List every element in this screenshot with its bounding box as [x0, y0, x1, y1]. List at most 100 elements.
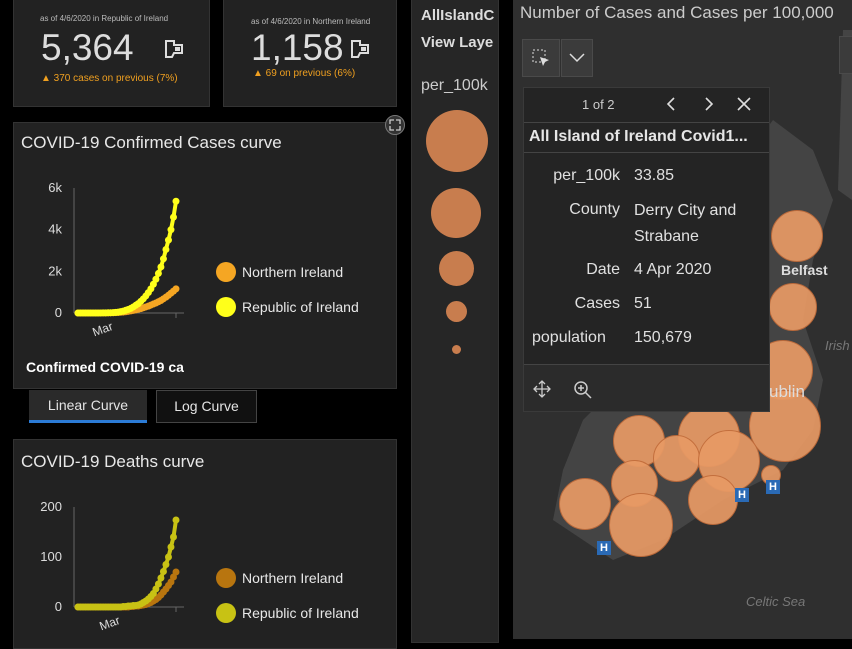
legend-label: Republic of Ireland	[242, 299, 359, 315]
y-tick-label: 200	[40, 499, 62, 514]
popup-field-key: County	[569, 201, 620, 218]
popup-field-value: 33.85	[634, 167, 675, 184]
y-tick-label: 6k	[48, 180, 62, 195]
y-tick-label: 100	[40, 549, 62, 564]
map-label-dublin: ublin	[769, 382, 805, 401]
map-case-circle[interactable]	[559, 478, 611, 530]
ni-stat-delta: ▲ 69 on previous (6%)	[253, 68, 356, 79]
hospital-icon[interactable]: H	[766, 480, 780, 494]
legend-label: Northern Ireland	[242, 570, 344, 586]
hospital-icon[interactable]: H	[597, 541, 611, 555]
map-label-belfast: Belfast	[781, 262, 828, 278]
view-layer-link[interactable]: View Laye	[421, 34, 494, 51]
data-point	[167, 543, 175, 551]
data-point	[167, 226, 175, 234]
cases-curve-title: COVID-19 Confirmed Cases curve	[21, 133, 282, 152]
roi-stat-caption: as of 4/6/2020 in Republic of Ireland	[40, 14, 169, 23]
layer-legend-panel: AllIslandC View Laye per_100k	[411, 0, 499, 643]
ni-stat-value: 1,158	[251, 27, 344, 68]
popup-title: All Island of Ireland Covid1...	[529, 128, 748, 145]
popup-field-value: 150,679	[634, 329, 692, 346]
popup-field-value: 51	[634, 295, 652, 312]
next-feature-icon[interactable]	[702, 96, 716, 117]
zoom-in-button[interactable]	[839, 36, 852, 74]
roi-stat-card: as of 4/6/2020 in Republic of Ireland 5,…	[13, 0, 210, 107]
legend-field-label: per_100k	[421, 77, 488, 94]
data-point	[159, 255, 167, 263]
cases-curve-subtitle: Confirmed COVID-19 ca	[26, 359, 184, 375]
popup-field-key: per_100k	[553, 167, 620, 184]
tab-log-curve[interactable]: Log Curve	[156, 390, 257, 423]
data-point	[152, 275, 160, 283]
map-label-celtic-sea: Celtic Sea	[746, 594, 806, 609]
ni-stat-card: as of 4/6/2020 in Northern Ireland 1,158…	[223, 0, 397, 107]
y-tick-label: 0	[55, 305, 62, 320]
expand-icon[interactable]	[385, 115, 405, 135]
data-point	[172, 285, 180, 293]
select-pointer-icon	[532, 49, 549, 66]
legend-item-republic-of-ireland[interactable]: Republic of Ireland	[216, 603, 359, 623]
popup-field-key: Date	[586, 261, 620, 278]
map-case-circle[interactable]	[771, 210, 823, 262]
deaths-chart: 0 100 200 Mar	[40, 499, 184, 633]
data-point	[154, 580, 162, 588]
popup-field-key: population	[532, 329, 606, 346]
legend-size-circle	[439, 251, 474, 286]
popup-field-key: Cases	[574, 295, 620, 312]
data-point	[169, 533, 177, 541]
map-case-circle[interactable]	[653, 435, 700, 482]
roi-stat-delta: ▲ 370 cases on previous (7%)	[41, 73, 178, 84]
chevron-down-icon	[569, 53, 585, 63]
legend-size-circle	[446, 301, 467, 322]
legend-swatch	[216, 568, 236, 588]
legend-item-northern-ireland[interactable]: Northern Ireland	[216, 568, 343, 588]
legend-label: Northern Ireland	[242, 264, 344, 280]
tab-linear-curve[interactable]: Linear Curve	[29, 390, 147, 423]
map-case-circle[interactable]	[609, 493, 673, 557]
deaths-curve-title: COVID-19 Deaths curve	[21, 452, 205, 471]
select-dropdown-button[interactable]	[561, 39, 593, 77]
data-point	[157, 263, 165, 271]
data-point	[169, 213, 177, 221]
case-icon	[162, 37, 186, 61]
ni-stat-caption: as of 4/6/2020 in Northern Ireland	[251, 17, 371, 26]
legend-size-circle	[452, 345, 461, 354]
popup-field-value: 4 Apr 2020	[634, 261, 712, 278]
previous-feature-icon[interactable]	[664, 96, 678, 117]
legend-swatch	[216, 262, 236, 282]
map-case-circle[interactable]	[769, 283, 817, 331]
y-tick-label: 0	[55, 599, 62, 614]
pan-icon[interactable]	[533, 380, 551, 403]
y-tick-label: 2k	[48, 263, 62, 278]
roi-stat-value: 5,364	[41, 27, 134, 68]
data-point	[172, 197, 180, 205]
legend-size-circle	[431, 188, 481, 238]
legend-label: Republic of Ireland	[242, 605, 359, 621]
x-tick-label: Mar	[98, 613, 122, 633]
cases-curve-card: COVID-19 Confirmed Cases curve 0 2k 4k 6k Ma…	[13, 122, 397, 389]
case-icon	[348, 37, 372, 61]
y-tick-label: 4k	[48, 222, 62, 237]
deaths-curve-card: COVID-19 Deaths curve 0 100 200 Mar Norther…	[13, 439, 397, 649]
map-case-circle[interactable]	[688, 475, 738, 525]
map-title: Number of Cases and Cases per 100,000	[520, 3, 834, 22]
popup-field-value: Derry City and Strabane	[634, 202, 737, 245]
legend-swatch	[216, 603, 236, 623]
data-point	[162, 561, 170, 568]
zoom-to-icon[interactable]	[573, 380, 593, 405]
data-point	[159, 568, 167, 575]
select-tool-button[interactable]	[522, 39, 560, 77]
legend-item-republic-of-ireland[interactable]: Republic of Ireland	[216, 297, 359, 317]
legend-layer-title: AllIslandC	[421, 7, 495, 24]
data-point	[162, 245, 170, 253]
legend-swatch	[216, 297, 236, 317]
data-point	[164, 553, 172, 561]
map-label-irish-sea: Irish	[825, 338, 850, 353]
close-icon[interactable]	[736, 96, 752, 117]
popup-pager: 1 of 2	[582, 97, 615, 112]
data-point	[154, 269, 162, 277]
legend-item-northern-ireland[interactable]: Northern Ireland	[216, 262, 343, 282]
hospital-icon[interactable]: H	[735, 488, 749, 502]
data-point	[157, 574, 165, 582]
feature-popup[interactable]: 1 of 2 All Island of Ireland Covid1... p…	[523, 87, 770, 412]
